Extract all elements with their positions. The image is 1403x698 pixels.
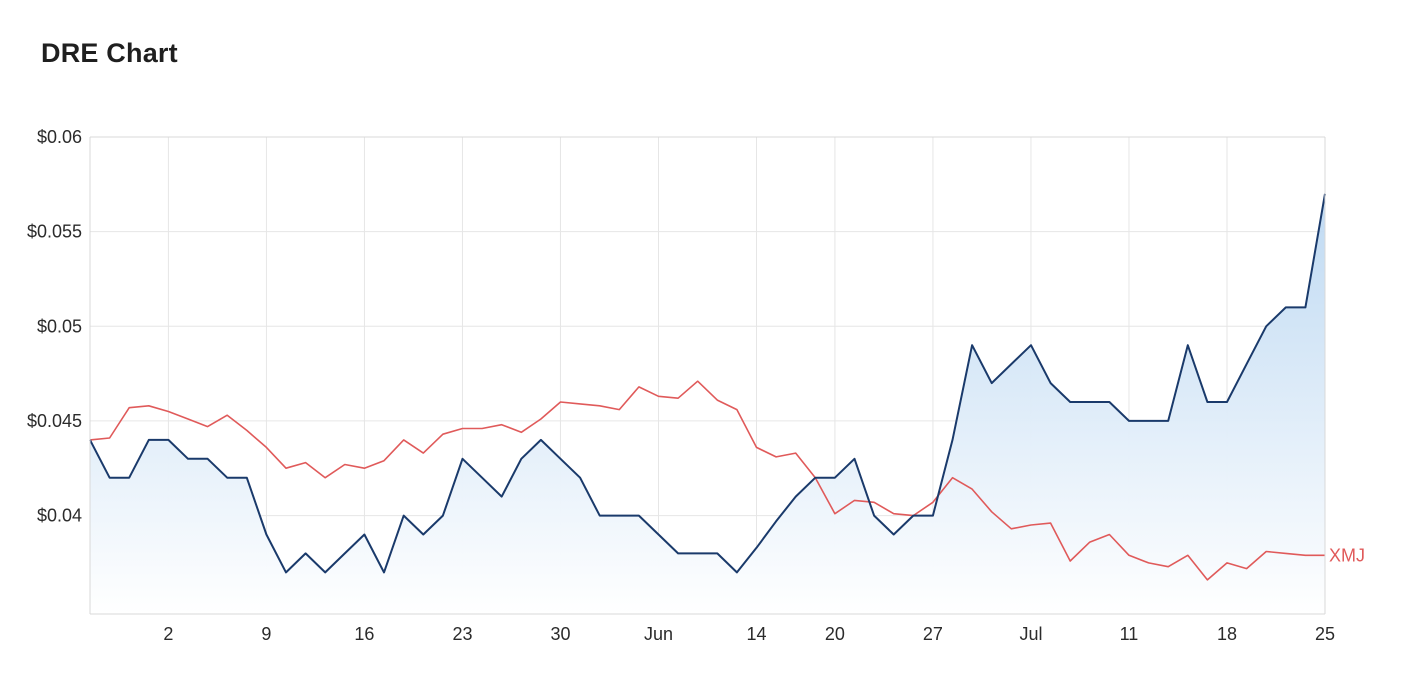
x-tick-label: 27: [923, 624, 943, 644]
dre-line: [89, 193, 1326, 574]
x-tick-label: 16: [354, 624, 374, 644]
x-tick-label: 2: [163, 624, 173, 644]
x-tick-label: 11: [1120, 624, 1139, 644]
x-tick-label: 23: [452, 624, 472, 644]
x-tick-label: Jul: [1019, 624, 1042, 644]
y-tick-label: $0.04: [37, 506, 82, 526]
y-tick-label: $0.045: [27, 411, 82, 431]
x-tick-label: 25: [1315, 624, 1335, 644]
x-tick-label: 9: [261, 624, 271, 644]
y-tick-label: $0.055: [27, 222, 82, 242]
area-fill: [90, 193, 1325, 615]
xmj-line: [89, 380, 1325, 581]
chart-title: DRE Chart: [41, 38, 178, 68]
x-tick-label: 14: [746, 624, 766, 644]
y-tick-label: $0.05: [37, 316, 82, 336]
xmj-series-label: XMJ: [1329, 545, 1365, 565]
x-tick-label: 30: [550, 624, 570, 644]
axes: [89, 136, 1326, 615]
dre-area: [90, 193, 1325, 615]
x-tick-label: 18: [1217, 624, 1237, 644]
x-tick-label: Jun: [644, 624, 673, 644]
x-tick-label: 20: [825, 624, 845, 644]
y-tick-label: $0.06: [37, 127, 82, 147]
series-lines: [89, 193, 1326, 581]
labels: $0.06 $0.055 $0.05 $0.045 $0.04 2 9 16 23 30 Jun 14…: [27, 127, 1365, 644]
